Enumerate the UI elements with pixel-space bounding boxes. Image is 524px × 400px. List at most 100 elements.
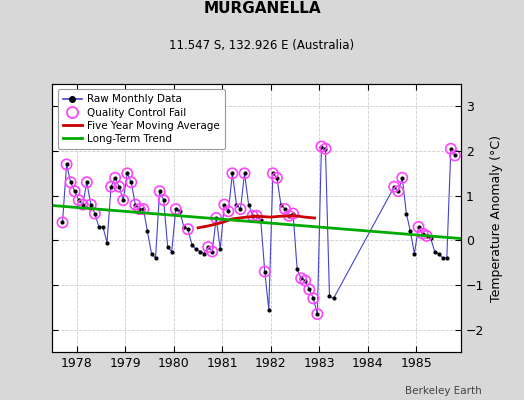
Text: 11.547 S, 132.926 E (Australia): 11.547 S, 132.926 E (Australia): [169, 39, 355, 52]
Point: [289, 210, 297, 217]
Point: [281, 206, 289, 212]
Point: [171, 206, 180, 212]
Point: [390, 184, 398, 190]
Point: [151, 255, 160, 262]
Point: [313, 311, 322, 317]
Point: [123, 170, 132, 176]
Point: [111, 174, 119, 181]
Point: [74, 197, 83, 203]
Point: [91, 210, 99, 217]
Point: [244, 202, 253, 208]
Point: [159, 197, 168, 203]
Point: [91, 210, 99, 217]
Point: [212, 215, 221, 221]
Point: [439, 255, 447, 262]
Point: [171, 206, 180, 212]
Point: [257, 217, 265, 224]
Point: [99, 224, 107, 230]
Point: [418, 230, 427, 237]
Point: [127, 179, 136, 186]
Point: [58, 219, 67, 226]
Point: [402, 210, 411, 217]
Point: [131, 202, 139, 208]
Point: [325, 293, 334, 299]
Point: [289, 210, 297, 217]
Point: [313, 311, 322, 317]
Point: [204, 244, 212, 250]
Point: [305, 286, 313, 293]
Point: [103, 239, 111, 246]
Point: [62, 161, 71, 168]
Point: [208, 248, 216, 255]
Point: [434, 250, 443, 257]
Point: [62, 161, 71, 168]
Point: [58, 219, 67, 226]
Point: [115, 184, 123, 190]
Point: [285, 212, 293, 219]
Point: [260, 268, 269, 275]
Point: [414, 224, 423, 230]
Point: [394, 188, 402, 194]
Point: [309, 295, 318, 302]
Point: [241, 170, 249, 176]
Point: [269, 170, 277, 176]
Point: [330, 295, 338, 302]
Point: [107, 184, 115, 190]
Y-axis label: Temperature Anomaly (°C): Temperature Anomaly (°C): [490, 134, 503, 302]
Point: [248, 212, 257, 219]
Point: [95, 224, 103, 230]
Point: [147, 250, 156, 257]
Point: [74, 197, 83, 203]
Point: [123, 170, 132, 176]
Point: [180, 224, 188, 230]
Text: Berkeley Earth: Berkeley Earth: [406, 386, 482, 396]
Point: [156, 188, 164, 194]
Point: [184, 226, 192, 232]
Point: [406, 228, 414, 234]
Point: [200, 250, 208, 257]
Point: [111, 174, 119, 181]
Point: [317, 143, 325, 150]
Point: [83, 179, 91, 186]
Point: [228, 170, 236, 176]
Point: [285, 212, 293, 219]
Point: [422, 233, 431, 239]
Point: [176, 208, 184, 214]
Point: [127, 179, 136, 186]
Point: [297, 275, 305, 282]
Point: [70, 188, 79, 194]
Point: [228, 170, 236, 176]
Point: [70, 188, 79, 194]
Point: [269, 170, 277, 176]
Point: [260, 268, 269, 275]
Point: [410, 250, 419, 257]
Point: [446, 146, 455, 152]
Point: [281, 206, 289, 212]
Point: [241, 170, 249, 176]
Point: [188, 242, 196, 248]
Point: [232, 202, 241, 208]
Point: [427, 235, 435, 241]
Point: [224, 208, 233, 214]
Point: [83, 179, 91, 186]
Point: [305, 286, 313, 293]
Point: [139, 206, 148, 212]
Point: [135, 206, 144, 212]
Point: [236, 206, 245, 212]
Point: [236, 206, 245, 212]
Point: [212, 215, 221, 221]
Point: [394, 188, 402, 194]
Text: MURGANELLA: MURGANELLA: [203, 1, 321, 16]
Point: [192, 246, 200, 252]
Point: [220, 202, 228, 208]
Point: [321, 146, 330, 152]
Point: [398, 174, 407, 181]
Point: [115, 184, 123, 190]
Point: [204, 244, 212, 250]
Point: [119, 197, 127, 203]
Point: [443, 255, 451, 262]
Legend: Raw Monthly Data, Quality Control Fail, Five Year Moving Average, Long-Term Tren: Raw Monthly Data, Quality Control Fail, …: [58, 89, 225, 149]
Point: [301, 277, 309, 284]
Point: [168, 248, 176, 255]
Point: [253, 212, 261, 219]
